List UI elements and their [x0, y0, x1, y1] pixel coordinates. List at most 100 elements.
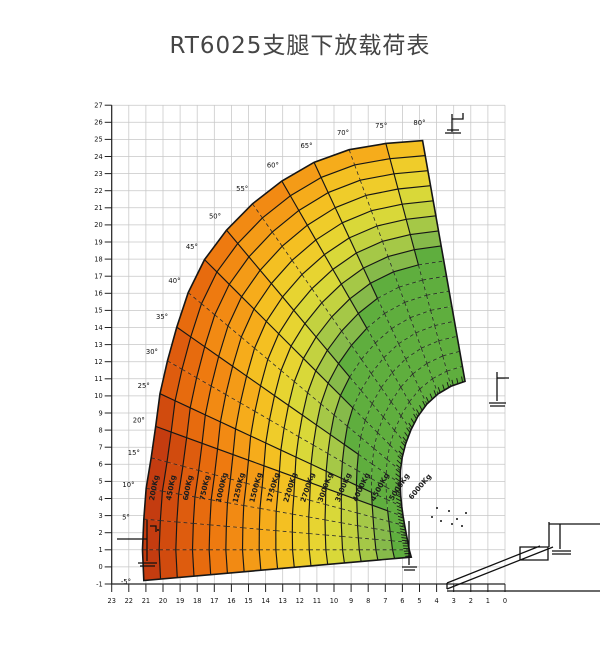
- x-axis-tick-label: 15: [244, 597, 252, 605]
- angle-label: 55°: [236, 185, 248, 193]
- inner-tick: [425, 396, 430, 403]
- zone-boundary-line: [216, 243, 239, 273]
- zone-boundary-line: [214, 284, 230, 316]
- angle-ray-line: [292, 513, 309, 518]
- capacity-cell: [155, 393, 176, 433]
- capacity-cell: [389, 155, 428, 174]
- angle-ray-line: [356, 469, 372, 480]
- capacity-cell: [293, 477, 311, 501]
- zone-boundary-line: [394, 415, 402, 431]
- angle-ray-line: [186, 437, 203, 444]
- angle-ray-line: [220, 421, 236, 430]
- angle-ray-line: [204, 259, 218, 273]
- angle-ray-line: [290, 345, 304, 359]
- angle-ray-line: [254, 347, 269, 360]
- capacity-cell: [308, 500, 326, 520]
- angle-ray-line: [281, 180, 291, 197]
- angle-ray-line: [366, 328, 376, 344]
- zone-boundary-line: [371, 464, 373, 479]
- y-axis-tick-label: 2: [98, 529, 102, 537]
- zone-boundary-line: [392, 358, 406, 373]
- angle-ray-line: [349, 298, 359, 314]
- angle-label: 20°: [133, 416, 145, 424]
- capacity-cell: [204, 314, 229, 357]
- angle-ray-line: [313, 162, 322, 178]
- inner-tick: [395, 486, 401, 490]
- zone-boundary-line: [304, 302, 323, 324]
- capacity-cell: [188, 259, 217, 304]
- angle-label: 40°: [168, 277, 180, 285]
- capacity-cell: [410, 310, 435, 333]
- zone-boundary-line: [325, 453, 329, 472]
- angle-ray-line: [352, 407, 366, 421]
- angle-label: 10°: [122, 481, 134, 489]
- capacity-cell: [385, 140, 426, 159]
- inner-tick: [416, 409, 420, 415]
- inner-tick: [410, 418, 415, 424]
- capacity-cell: [267, 333, 292, 371]
- page-title: RT6025支腿下放载荷表: [169, 33, 431, 59]
- zone-boundary-line: [158, 549, 162, 580]
- capacity-cell: [292, 239, 325, 275]
- zone-boundary-line: [334, 194, 366, 209]
- capacity-cell: [347, 407, 366, 438]
- capacity-cell: [341, 508, 358, 526]
- angle-ray-line: [307, 392, 322, 405]
- x-axis-tick-label: 20: [159, 597, 167, 605]
- angle-ray-line: [279, 470, 296, 478]
- angle-ray-line: [357, 512, 374, 518]
- capacity-cell: [230, 454, 249, 484]
- zone-boundary-line: [370, 271, 394, 284]
- angle-ray-line: [393, 173, 399, 190]
- zone-boundary-line: [357, 437, 362, 455]
- zone-boundary-line: [363, 256, 389, 269]
- zone-boundary-line: [166, 431, 172, 463]
- angle-ray-line: [241, 296, 255, 310]
- zone-boundary-line: [301, 254, 325, 275]
- zone-boundary-line: [354, 158, 391, 166]
- debris-dots-decoration: [440, 520, 442, 522]
- angle-ray-line: [380, 387, 392, 402]
- y-axis-tick-label: 0: [98, 563, 102, 571]
- capacity-cell: [360, 420, 378, 449]
- x-axis-tick-label: 13: [279, 597, 287, 605]
- x-axis-tick-label: 18: [193, 597, 201, 605]
- angle-ray-line: [232, 365, 247, 377]
- capacity-cell: [292, 514, 309, 534]
- zone-boundary-line: [259, 245, 283, 271]
- angle-ray-line: [401, 204, 407, 220]
- angle-ray-line: [389, 158, 395, 174]
- angle-ray-line: [344, 444, 359, 455]
- axes: -101234567891011121314151617181920212223…: [94, 102, 507, 606]
- x-axis-tick-label: 12: [296, 597, 304, 605]
- angle-ray-line: [270, 283, 283, 298]
- zone-boundary-line: [181, 336, 192, 370]
- angle-ray-line: [196, 377, 212, 387]
- debris-dots-decoration: [465, 512, 467, 514]
- zone-boundary-line: [393, 264, 419, 273]
- capacity-cell: [311, 445, 328, 472]
- zone-boundary-line: [258, 549, 262, 571]
- inner-tick: [398, 450, 404, 456]
- inner-tick: [401, 539, 408, 542]
- y-axis-tick-label: 21: [94, 204, 102, 212]
- capacity-cell: [209, 499, 228, 527]
- capacity-cell: [325, 488, 342, 509]
- zone-boundary-line: [190, 303, 203, 338]
- capacity-cell: [194, 470, 215, 500]
- angle-ray-line: [204, 346, 219, 357]
- capacity-cell: [325, 519, 342, 537]
- inner-tick: [404, 432, 409, 438]
- zone-boundary-line: [358, 549, 362, 562]
- zone-boundary-line: [360, 420, 366, 438]
- angle-ray-line: [374, 342, 385, 358]
- capacity-cell: [260, 246, 293, 284]
- angle-ray-line: [438, 340, 444, 357]
- capacity-cell: [278, 310, 305, 347]
- angle-ray-line: [216, 271, 230, 285]
- capacity-cell: [386, 499, 404, 517]
- capacity-cell: [321, 284, 350, 317]
- capacity-cell: [186, 407, 206, 444]
